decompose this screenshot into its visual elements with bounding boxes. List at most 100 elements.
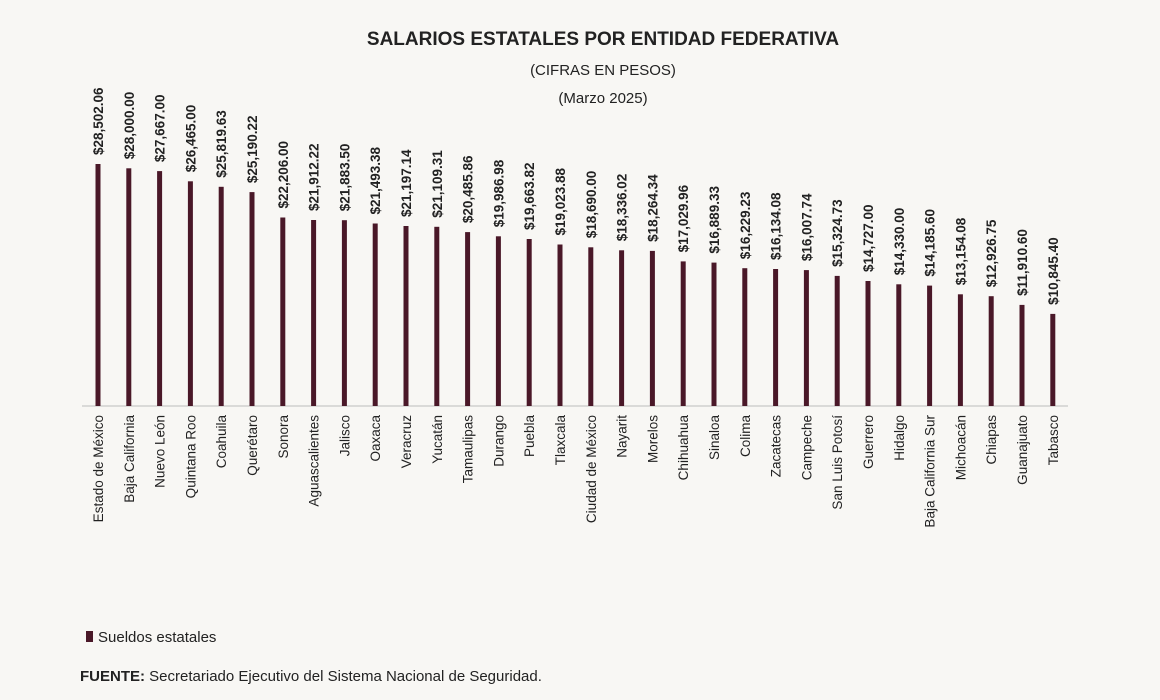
- bar: [495, 236, 501, 406]
- value-label: $11,910.60: [1015, 229, 1030, 296]
- category-label: Tabasco: [1046, 415, 1061, 465]
- category-label: Yucatán: [430, 415, 445, 464]
- category-label: Colima: [738, 415, 753, 458]
- category-label: Puebla: [522, 415, 537, 458]
- category-label: Campeche: [799, 415, 814, 480]
- bar: [95, 164, 101, 406]
- value-label: $25,819.63: [214, 110, 229, 178]
- bar: [803, 270, 809, 406]
- legend-label: Sueldos estatales: [98, 629, 216, 646]
- category-label: Querétaro: [245, 415, 260, 476]
- value-label: $22,206.00: [276, 141, 291, 209]
- value-label: $28,000.00: [122, 92, 137, 160]
- bar: [526, 239, 532, 406]
- category-label: Sonora: [276, 415, 291, 459]
- source-note: FUENTE: Secretariado Ejecutivo del Siste…: [80, 668, 542, 685]
- bar: [557, 244, 563, 406]
- bar: [1050, 313, 1056, 406]
- category-label: Durango: [491, 415, 506, 467]
- bar: [249, 192, 255, 406]
- legend-swatch: [86, 631, 93, 642]
- category-label: Morelos: [645, 415, 660, 463]
- category-label: Guanajuato: [1015, 415, 1030, 485]
- bar: [742, 268, 748, 406]
- value-label: $14,185.60: [923, 209, 938, 277]
- bar: [311, 220, 317, 406]
- category-label: Oaxaca: [368, 415, 383, 462]
- chart-period: (Marzo 2025): [558, 90, 647, 107]
- category-label: Tamaulipas: [461, 415, 476, 484]
- value-label: $19,023.88: [553, 167, 568, 235]
- category-label: Nuevo León: [153, 415, 168, 488]
- bar: [773, 269, 779, 406]
- category-label: Zacatecas: [769, 415, 784, 478]
- value-label: $21,197.14: [399, 149, 414, 217]
- category-label: Aguascalientes: [307, 415, 322, 507]
- value-label: $12,926.75: [984, 219, 999, 287]
- category-label: Ciudad de México: [584, 415, 599, 523]
- value-label: $21,883.50: [337, 144, 352, 212]
- value-label: $26,465.00: [183, 105, 198, 173]
- bar: [927, 285, 933, 406]
- bar: [157, 171, 163, 406]
- value-label: $10,845.40: [1046, 237, 1061, 305]
- value-label: $18,336.02: [615, 174, 630, 242]
- value-label: $15,324.73: [830, 199, 845, 267]
- bar: [434, 226, 440, 406]
- value-label: $16,889.33: [707, 186, 722, 254]
- bar: [218, 186, 224, 406]
- value-label: $27,667.00: [153, 95, 168, 163]
- value-label: $16,007.74: [799, 193, 814, 261]
- value-labels-group: $28,502.06 $28,000.00 $27,667.00 $26,465.00…: [91, 87, 1061, 305]
- bars-group: [95, 164, 1056, 406]
- category-label: Tlaxcala: [553, 415, 568, 466]
- category-label: Michoacán: [953, 415, 968, 480]
- value-label: $19,986.98: [491, 159, 506, 227]
- bar: [896, 284, 902, 406]
- bar: [619, 250, 625, 406]
- value-label: $21,912.22: [307, 143, 322, 211]
- bar: [680, 261, 686, 406]
- bar: [865, 281, 871, 406]
- value-label: $18,690.00: [584, 171, 599, 239]
- category-label: Chihuahua: [676, 415, 691, 481]
- value-label: $21,493.38: [368, 146, 383, 214]
- value-label: $20,485.86: [461, 155, 476, 223]
- bar: [649, 250, 655, 406]
- category-label: Jalisco: [337, 415, 352, 456]
- value-label: $28,502.06: [91, 87, 106, 155]
- value-label: $16,229.23: [738, 191, 753, 259]
- chart-title: SALARIOS ESTATALES POR ENTIDAD FEDERATIV…: [367, 29, 839, 50]
- category-label: Nayarit: [615, 415, 630, 458]
- bar: [1019, 304, 1025, 406]
- source-label: FUENTE:: [80, 668, 145, 685]
- value-label: $16,134.08: [769, 192, 784, 260]
- category-label: Baja California Sur: [923, 415, 938, 528]
- value-label: $18,264.34: [645, 174, 660, 242]
- category-label: Quintana Roo: [183, 415, 198, 498]
- bar: [280, 217, 286, 406]
- category-label: Chiapas: [984, 415, 999, 465]
- chart-subtitle: (CIFRAS EN PESOS): [530, 62, 676, 79]
- bar: [711, 262, 717, 406]
- value-label: $17,029.96: [676, 184, 691, 252]
- category-label: Estado de México: [91, 415, 106, 522]
- bar: [126, 168, 132, 406]
- bar: [588, 247, 594, 406]
- value-label: $14,727.00: [861, 204, 876, 272]
- category-label: Guerrero: [861, 415, 876, 469]
- bar: [834, 275, 840, 406]
- bar: [957, 294, 963, 406]
- bar: [465, 232, 471, 406]
- value-label: $13,154.08: [953, 217, 968, 285]
- value-label: $25,190.22: [245, 116, 260, 184]
- bar: [988, 296, 994, 406]
- source-text: Secretariado Ejecutivo del Sistema Nacio…: [145, 668, 542, 685]
- category-label: Hidalgo: [892, 415, 907, 461]
- category-labels-group: Estado de México Baja California Nuevo Leó…: [91, 415, 1061, 528]
- bar: [187, 181, 193, 406]
- category-label: Baja California: [122, 415, 137, 503]
- value-label: $21,109.31: [430, 150, 445, 218]
- value-label: $19,663.82: [522, 162, 537, 230]
